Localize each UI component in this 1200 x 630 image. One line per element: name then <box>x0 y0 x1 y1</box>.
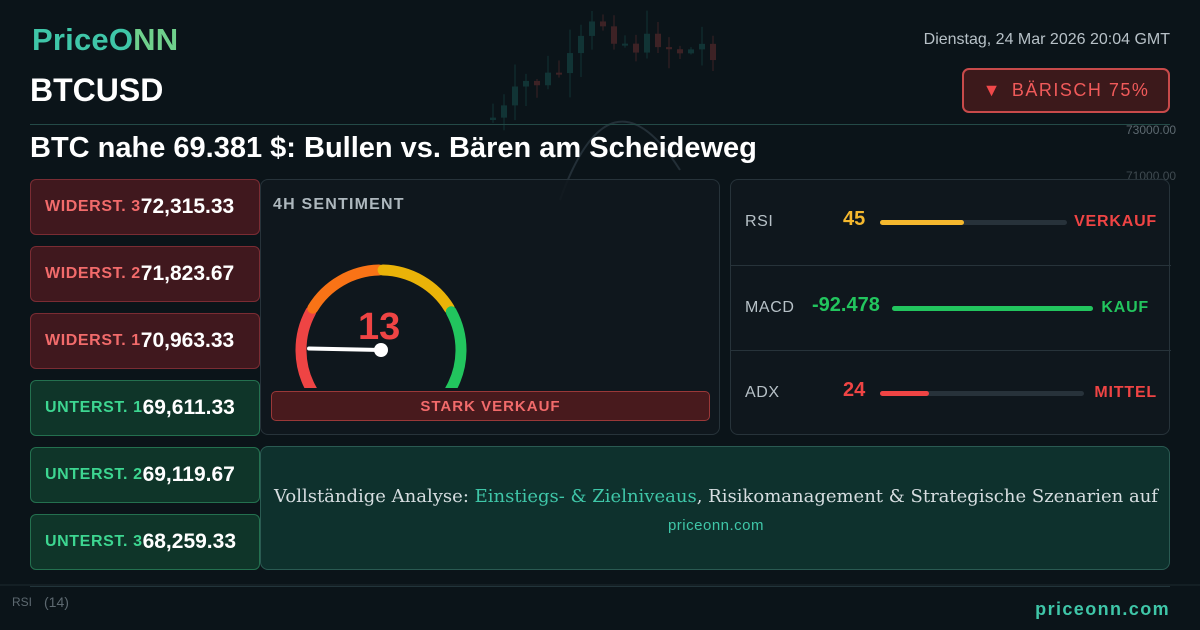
indicator-bar-fill <box>892 306 1093 311</box>
background-candle-body <box>534 80 540 86</box>
background-candle-body <box>677 49 683 54</box>
bias-badge-label: BÄRISCH 75% <box>1011 80 1150 100</box>
indicator-signal: VERKAUF <box>1074 213 1157 230</box>
background-candle-body <box>710 43 716 61</box>
level-value: 69,119.67 <box>142 463 235 486</box>
background-candle-body <box>501 105 507 118</box>
indicator-bar-track <box>880 391 1084 396</box>
indicator-bar-track <box>892 306 1093 311</box>
background-candle-body <box>545 72 551 86</box>
cta-highlight: Einstiegs- & Zielniveaus <box>474 486 697 507</box>
down-triangle-icon: ▼ <box>982 80 1002 100</box>
indicator-bar-track <box>880 220 1067 225</box>
indicator-row-macd: MACD -92.478 KAUF <box>731 265 1171 350</box>
headline: BTC nahe 69.381 $: Bullen vs. Bären am S… <box>30 132 757 164</box>
background-candle-body <box>490 117 496 120</box>
support-level-1: UNTERST. 1 69,611.33 <box>30 380 260 436</box>
support-level-2: UNTERST. 2 69,119.67 <box>30 447 260 503</box>
indicator-value: 24 <box>843 379 866 401</box>
indicator-signal: KAUF <box>1101 299 1149 316</box>
cta-text-start: Vollständige Analyse: <box>274 486 475 507</box>
background-curve <box>559 120 681 201</box>
logo: PriceONN <box>32 22 178 58</box>
indicator-value: -92.478 <box>812 294 880 316</box>
cta-link[interactable]: priceonn.com <box>667 517 765 534</box>
indicator-row-adx: ADX 24 MITTEL <box>731 350 1171 435</box>
indicator-bar-fill <box>880 391 929 396</box>
indicator-signal: MITTEL <box>1094 384 1157 401</box>
background-candle-body <box>666 47 672 50</box>
background-candle-body <box>611 26 617 44</box>
indicator-row-rsi: RSI 45 VERKAUF <box>731 180 1171 265</box>
cta-text-end: , Risikomanagement & Strategische Szenar… <box>696 486 1158 507</box>
indicator-name: ADX <box>745 384 780 401</box>
indicator-bar-fill <box>880 220 965 225</box>
background-candle-body <box>578 35 584 54</box>
sentiment-gauge <box>295 264 467 388</box>
resistance-level-3: WIDERST. 3 72,315.33 <box>30 179 260 235</box>
level-label: UNTERST. 3 <box>45 533 143 550</box>
indicators-panel: RSI 45 VERKAUF MACD -92.478 KAUF ADX 24 … <box>730 179 1171 435</box>
background-candle-body <box>688 49 694 54</box>
level-label: WIDERST. 2 <box>45 265 141 282</box>
footer-divider <box>30 586 1170 587</box>
logo-text-accent: NN <box>133 22 179 57</box>
background-pane-label: RSI <box>12 595 32 609</box>
background-candles <box>490 10 716 131</box>
sentiment-verdict: STARK VERKAUF <box>271 391 710 421</box>
level-label: WIDERST. 1 <box>45 332 141 349</box>
background-candle-body <box>523 80 529 87</box>
footer-link[interactable]: priceonn.com <box>1035 599 1170 619</box>
logo-text: PriceO <box>32 22 134 57</box>
background-axis-label: 73000.00 <box>1126 123 1176 137</box>
sentiment-score: 13 <box>358 306 401 348</box>
background-candle-body <box>600 21 606 27</box>
gauge-arc-segment <box>377 264 455 314</box>
level-value: 71,823.67 <box>140 262 235 285</box>
level-value: 72,315.33 <box>140 195 235 218</box>
level-value: 68,259.33 <box>142 530 237 553</box>
resistance-level-2: WIDERST. 2 71,823.67 <box>30 246 260 302</box>
resistance-level-1: WIDERST. 1 70,963.33 <box>30 313 260 369</box>
background-candle-body <box>556 72 562 75</box>
sentiment-panel: 4H SENTIMENT 13 STARK VERKAUF <box>260 179 720 435</box>
indicator-name: RSI <box>745 213 774 230</box>
header-divider <box>30 124 1170 125</box>
indicator-value: 45 <box>843 208 866 230</box>
level-value: 70,963.33 <box>140 329 235 352</box>
gauge-arc-segment <box>307 264 385 314</box>
gauge-arc-segment <box>445 306 467 388</box>
level-label: UNTERST. 2 <box>45 466 143 483</box>
background-candle-body <box>633 43 639 53</box>
gauge-arcs <box>295 264 467 388</box>
indicator-name: MACD <box>745 299 795 316</box>
gauge-arc-segment <box>295 306 317 388</box>
level-label: WIDERST. 3 <box>45 198 141 215</box>
background-candle-body <box>567 53 573 74</box>
background-candle-body <box>655 33 661 48</box>
gauge-needle <box>307 346 383 352</box>
background-candle-body <box>512 86 518 106</box>
background-candle-body <box>644 33 650 53</box>
support-level-3: UNTERST. 3 68,259.33 <box>30 514 260 570</box>
timestamp: Dienstag, 24 Mar 2026 20:04 GMT <box>923 31 1170 48</box>
sentiment-title: 4H SENTIMENT <box>273 196 405 213</box>
symbol-title: BTCUSD <box>30 72 164 108</box>
background-candle-body <box>622 43 628 46</box>
analysis-cta[interactable]: Vollständige Analyse: Einstiegs- & Zieln… <box>260 446 1170 570</box>
gauge-needle-pivot <box>374 343 388 357</box>
background-pane-period: (14) <box>44 594 69 610</box>
level-label: UNTERST. 1 <box>45 399 143 416</box>
background-candle-body <box>589 21 595 36</box>
background-candle-body <box>699 43 705 50</box>
bias-badge: ▼ BÄRISCH 75% <box>962 68 1170 113</box>
level-value: 69,611.33 <box>142 396 235 419</box>
cta-text: Vollständige Analyse: Einstiegs- & Zieln… <box>261 486 1171 507</box>
